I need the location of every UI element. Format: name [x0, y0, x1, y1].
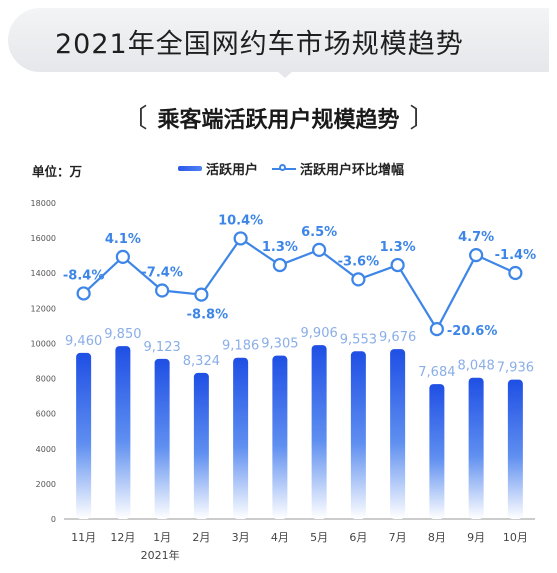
line-value-label: -7.4%: [141, 266, 182, 281]
line-value-label: -3.6%: [338, 254, 379, 269]
chart-title-wrap: 〔乘客端活跃用户规模趋势〕: [0, 98, 557, 135]
chart-title-bracket-right: 〕: [409, 104, 436, 134]
x-tick-label: 12月: [110, 531, 135, 544]
x-tick-label: 9月: [467, 531, 485, 544]
line-point: [508, 265, 523, 281]
bar-value-label: 9,553: [340, 332, 377, 347]
y-tick-label: 16000: [31, 234, 56, 243]
title-banner-notch: [276, 70, 294, 78]
bar-value-label: 9,123: [144, 340, 181, 355]
bar-value-label: 9,186: [222, 339, 259, 354]
bar: [468, 377, 484, 519]
x-tick-label: 8月: [428, 531, 446, 544]
bar-value-label: 9,305: [261, 337, 298, 352]
line-series: [82, 236, 516, 332]
bar-value-label: 9,460: [65, 334, 102, 349]
line-point: [469, 248, 484, 263]
line-value-label: 4.7%: [458, 230, 494, 245]
bar-value-label: 7,936: [497, 361, 534, 376]
bar: [311, 345, 327, 519]
x-tick-label: 2月: [192, 531, 210, 544]
line-point: [76, 286, 91, 301]
page-title: 2021年全国网约车市场规模趋势: [55, 29, 464, 60]
line-value-label: -8.8%: [187, 308, 228, 323]
line-point: [272, 257, 287, 273]
bar: [154, 358, 170, 519]
line-value-label: 6.5%: [301, 225, 337, 240]
line-point: [194, 287, 209, 302]
bar-value-label: 8,048: [458, 359, 495, 374]
x-tick-label: 10月: [503, 531, 528, 544]
x-tick-label: 1月: [153, 531, 171, 544]
chart-title: 〔乘客端活跃用户规模趋势〕: [111, 98, 445, 135]
unit-label: 单位：万: [32, 164, 83, 179]
line-value-label: 10.4%: [218, 213, 263, 228]
bar: [272, 355, 288, 519]
legend-line-swatch: [272, 163, 297, 171]
chart-svg: 0 2000 4000 6000 8000 10000 12000 14000 16000 180…: [31, 199, 537, 562]
y-tick-label: 8000: [36, 375, 56, 384]
line-value-label: -8.4%: [63, 268, 104, 283]
chart-title-text: 乘客端活跃用户规模趋势: [157, 108, 400, 133]
y-tick-label: 10000: [31, 339, 56, 348]
x-tick-label: 3月: [232, 531, 250, 544]
x-tick-label: 11月: [71, 531, 96, 544]
title-banner: [8, 8, 549, 72]
bar: [193, 372, 209, 519]
bar-value-label: 9,676: [379, 330, 416, 345]
line-value-label: 1.3%: [380, 240, 416, 255]
bar: [350, 351, 366, 519]
y-tick-label: 6000: [36, 410, 56, 419]
bar: [429, 384, 445, 519]
y-tick-label: 4000: [36, 445, 56, 454]
x-tick-label: 4月: [271, 531, 289, 544]
line-value-label: -20.6%: [447, 324, 498, 339]
line-point: [155, 283, 170, 298]
bar-value-label: 9,906: [301, 326, 338, 341]
y-tick-label: 0: [51, 515, 56, 524]
bar: [390, 349, 406, 519]
line-value-label: 1.3%: [262, 240, 298, 255]
legend-bar-label: 活跃用户: [206, 163, 259, 178]
line-value-label: -1.4%: [495, 248, 536, 263]
y-tick-label: 12000: [31, 304, 56, 313]
line-point: [312, 242, 327, 257]
chart-title-bracket-left: 〔: [121, 104, 148, 134]
line-point: [233, 231, 248, 246]
chart-legend: 活跃用户 活跃用户环比增幅: [178, 159, 404, 178]
line-point: [429, 322, 444, 337]
legend-line-label: 活跃用户环比增幅: [300, 163, 405, 178]
year-label: 2021年: [141, 548, 180, 562]
line-point: [390, 257, 405, 273]
y-tick-label: 18000: [31, 199, 56, 208]
legend-bar-swatch: [178, 166, 202, 171]
y-tick-label: 14000: [31, 269, 56, 278]
y-tick-label: 2000: [36, 480, 56, 489]
line-point: [115, 249, 130, 264]
bar: [115, 346, 131, 519]
bar-value-label: 7,684: [418, 365, 455, 380]
bar-value-label: 9,850: [104, 327, 141, 342]
line-point: [351, 272, 366, 287]
x-tick-label: 7月: [389, 531, 407, 544]
bar-value-label: 8,324: [183, 354, 220, 369]
bar: [76, 352, 92, 519]
x-tick-label: 6月: [349, 531, 367, 544]
line-value-label: 4.1%: [105, 232, 141, 247]
bar: [507, 379, 523, 519]
bar: [233, 357, 249, 519]
x-tick-label: 5月: [310, 531, 328, 544]
